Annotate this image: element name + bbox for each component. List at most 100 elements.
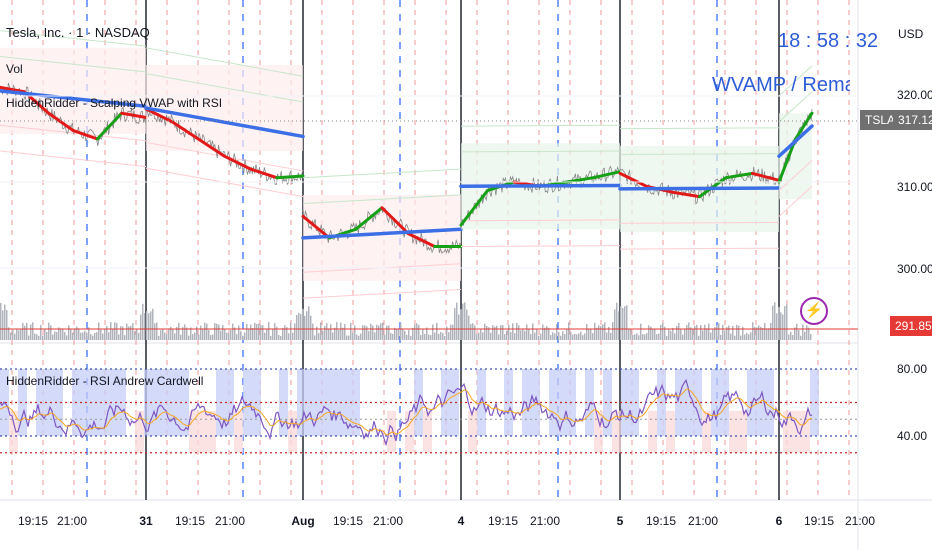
volume-bar <box>726 327 728 340</box>
volume-bar <box>352 332 354 340</box>
rsi-zone <box>279 369 288 436</box>
volume-bar <box>404 330 406 340</box>
volume-bar <box>492 325 494 340</box>
volume-bar <box>790 331 792 340</box>
rsi-zone <box>675 369 684 436</box>
time-label: 19:15 <box>174 514 206 528</box>
vwap-envelope <box>619 127 780 130</box>
volume-bar <box>124 335 126 340</box>
volume-bar <box>376 324 378 340</box>
volume-bar <box>704 324 706 340</box>
volume-bar <box>540 333 542 340</box>
volume-bar <box>134 331 136 340</box>
trend-line <box>406 232 437 248</box>
volume-bar <box>558 332 560 340</box>
symbol-title[interactable]: Tesla, Inc. · 1 · NASDAQ <box>6 25 150 40</box>
volume-bar <box>668 329 670 340</box>
volume-bar <box>310 315 312 340</box>
volume-bar <box>634 334 636 340</box>
rsi-zone <box>720 369 729 436</box>
volume-bar <box>242 335 244 340</box>
volume-bar <box>482 332 484 340</box>
remaining-time-label: WVAMP / Remaining time: 2 <box>712 74 850 96</box>
volume-bar <box>506 330 508 340</box>
volume-bar <box>104 329 106 340</box>
volume-bar <box>14 333 16 340</box>
volume-bar <box>434 332 436 340</box>
volume-bar <box>436 322 438 340</box>
trend-line <box>618 171 648 188</box>
volume-bar <box>508 324 510 340</box>
volume-bar <box>370 323 372 340</box>
volume-bar <box>754 326 756 340</box>
rsi-zone <box>153 369 162 436</box>
volume-bar <box>738 325 740 340</box>
trend-line <box>275 174 305 180</box>
volume-bar <box>494 326 496 340</box>
volume-bar <box>210 335 212 340</box>
volume-bar <box>698 335 700 340</box>
volume-bar <box>172 328 174 340</box>
volume-bar <box>198 334 200 340</box>
volume-bar <box>116 323 118 340</box>
volume-bar <box>18 330 20 340</box>
volume-bar <box>640 323 642 340</box>
volume-bar <box>308 306 310 340</box>
volume-bar <box>50 325 52 340</box>
rsi-tick: 80.00 <box>897 362 928 376</box>
rsi-indicator-label[interactable]: HiddenRidder - RSI Andrew Cardwell <box>6 374 204 388</box>
volume-bar <box>86 332 88 340</box>
volume-bar <box>94 333 96 340</box>
volume-bar <box>538 335 540 340</box>
rsi-zone <box>108 369 117 436</box>
volume-bar <box>646 333 648 340</box>
volume-bar <box>378 325 380 340</box>
volume-bar <box>6 310 8 340</box>
volume-bar <box>622 308 624 340</box>
volume-bar <box>784 306 786 340</box>
volume-bar <box>580 331 582 340</box>
volume-indicator-label[interactable]: Vol <box>6 62 23 76</box>
volume-bar <box>588 328 590 340</box>
volume-bar <box>290 322 292 340</box>
rsi-zone <box>612 410 621 453</box>
volume-bar <box>512 323 514 340</box>
volume-bar <box>750 332 752 340</box>
currency-label[interactable]: USD <box>898 27 924 41</box>
volume-bar <box>430 335 432 340</box>
volume-bar <box>162 328 164 340</box>
volume-bar <box>676 326 678 340</box>
volume-bar <box>620 306 622 340</box>
volume-bar <box>278 334 280 340</box>
volume-bar <box>712 329 714 340</box>
volume-bar <box>394 327 396 340</box>
volume-bar <box>350 322 352 340</box>
volume-bar <box>24 325 26 340</box>
volume-bar <box>260 324 262 340</box>
time-label: 4 <box>457 514 465 528</box>
volume-bar <box>248 329 250 340</box>
volume-bar <box>554 333 556 340</box>
lightning-icon[interactable]: ⚡ <box>800 297 828 325</box>
low-price-tag: 291.85 <box>890 316 932 336</box>
volume-bar <box>380 323 382 340</box>
volume-bar <box>166 333 168 340</box>
volume-bar <box>786 304 788 340</box>
volume-bar <box>98 322 100 340</box>
rsi-zone <box>549 369 558 436</box>
vwap-indicator-label[interactable]: HiddenRidder - Scalping VWAP with RSI <box>6 96 223 110</box>
volume-bar <box>42 335 44 340</box>
volume-bar <box>332 332 334 340</box>
rsi-zone <box>144 369 153 436</box>
volume-bar <box>428 334 430 340</box>
volume-bar <box>348 335 350 340</box>
trend-line <box>95 111 124 141</box>
rsi-zone <box>315 369 324 436</box>
volume-bar <box>214 323 216 340</box>
volume-bar <box>546 326 548 340</box>
volume-bar <box>702 330 704 340</box>
rsi-zone <box>45 369 54 436</box>
volume-bar <box>500 325 502 340</box>
vwap-envelope <box>0 150 147 168</box>
